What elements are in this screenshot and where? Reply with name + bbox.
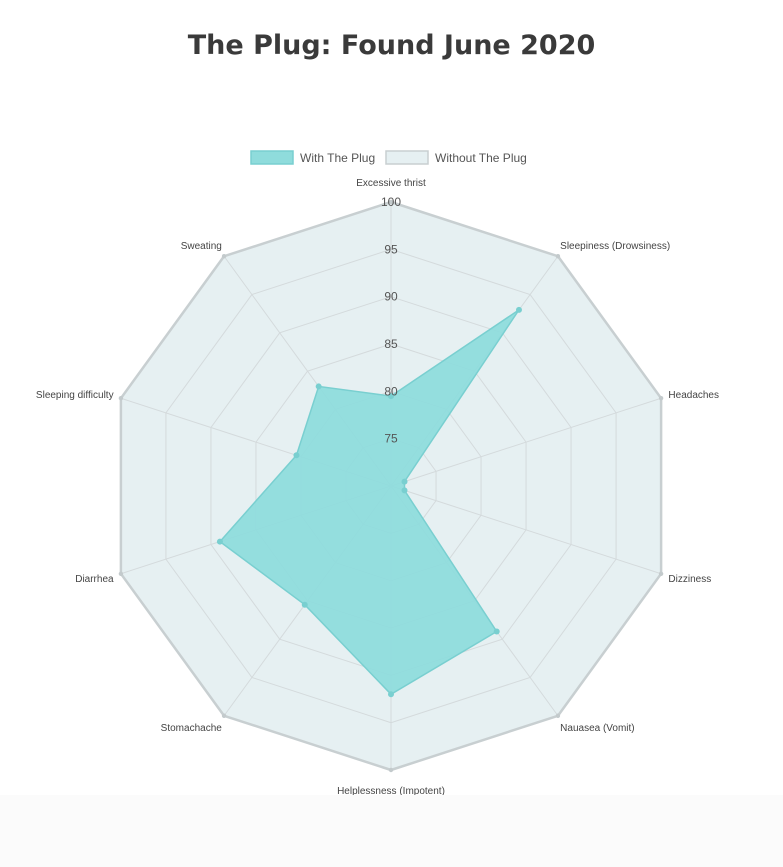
data-point — [388, 393, 394, 400]
vertex-point — [221, 713, 227, 718]
data-point — [293, 452, 300, 459]
tick-label: 85 — [384, 337, 398, 351]
legend-label: Without The Plug — [435, 151, 527, 165]
grid-spoke — [390, 485, 662, 575]
page-title: The Plug: Found June 2020 — [187, 30, 596, 61]
grid-spoke — [390, 397, 662, 487]
vertex-point — [388, 199, 394, 205]
data-point — [216, 538, 223, 545]
data-point — [315, 383, 322, 390]
data-point — [401, 478, 408, 485]
legend-swatch — [250, 150, 294, 165]
axis-label: Diarrhea — [75, 574, 114, 585]
vertex-point — [658, 571, 664, 576]
data-point — [401, 487, 408, 494]
vertex-point — [555, 713, 561, 718]
footer-band — [0, 795, 783, 867]
axis-label: Dizziness — [668, 574, 711, 585]
vertex-point — [555, 254, 561, 259]
tick-label: 95 — [384, 242, 398, 256]
axis-label: Sleepiness (Drowsiness) — [560, 241, 670, 252]
axis-label: Helplessness (Impotent) — [337, 786, 445, 797]
axis-label: Nauasea (Vomit) — [560, 723, 634, 734]
data-point — [301, 601, 308, 608]
tick-label: 80 — [384, 384, 398, 398]
legend-swatch — [385, 150, 429, 165]
tick-label: 90 — [384, 290, 398, 304]
axis-label: Stomachache — [161, 723, 223, 734]
data-point — [493, 628, 500, 635]
axis-label: Sleeping difficulty — [36, 390, 114, 401]
tick-label: 75 — [384, 432, 398, 446]
tick-label: 100 — [381, 195, 401, 209]
axis-label: Excessive thrist — [356, 178, 426, 189]
vertex-point — [221, 254, 227, 259]
axis-label: Headaches — [668, 390, 719, 401]
legend-label: With The Plug — [300, 151, 375, 165]
data-point — [388, 691, 394, 698]
axis-label: Sweating — [181, 241, 222, 252]
vertex-point — [118, 396, 124, 401]
vertex-point — [388, 767, 394, 773]
vertex-point — [658, 396, 664, 401]
data-point — [515, 306, 522, 313]
vertex-point — [118, 571, 124, 576]
